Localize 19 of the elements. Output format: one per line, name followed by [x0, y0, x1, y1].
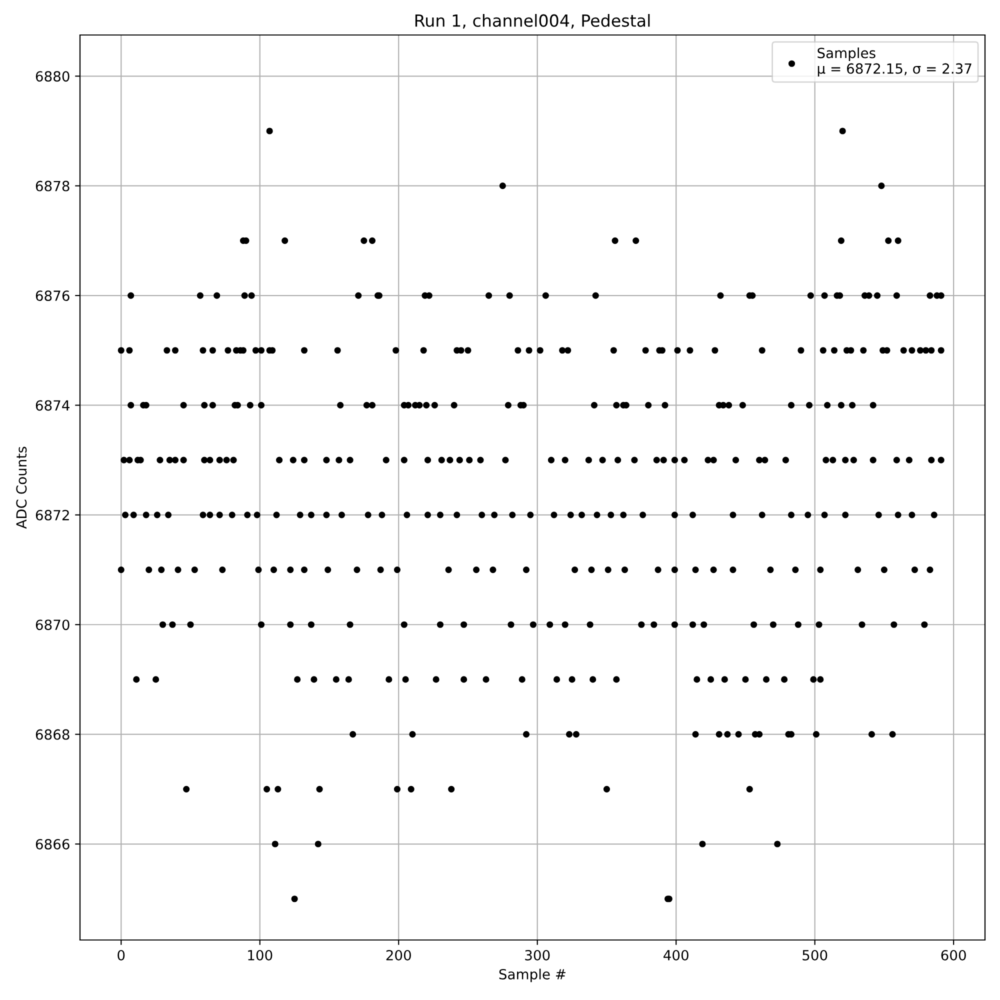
y-tick-label: 6872: [36, 510, 69, 520]
y-axis-title: ADC Counts: [16, 446, 27, 529]
x-tick-label: 500: [802, 950, 828, 960]
y-tick-label: 6876: [36, 290, 70, 302]
y-tick-label: 6878: [36, 180, 70, 192]
x-tick-label: 300: [525, 950, 550, 960]
chart-title: Run 1, channel004, Pedestal: [415, 14, 650, 29]
x-axis-title: Sample #: [499, 968, 566, 982]
y-tick-label: 6866: [36, 838, 70, 850]
x-tick-label: 200: [386, 950, 411, 960]
y-tick-label: 6870: [36, 620, 70, 630]
y-tick-label: 6880: [36, 71, 70, 82]
y-tick-label: 6874: [36, 400, 70, 411]
x-tick-label: 600: [941, 950, 966, 960]
x-tick-label: 0: [118, 950, 125, 960]
legend-label: Samples μ = 6872.15, σ = 2.37: [818, 48, 972, 76]
x-tick-label: 400: [664, 950, 688, 960]
x-tick-label: 100: [248, 950, 272, 960]
y-tick-label: 6868: [36, 729, 70, 740]
